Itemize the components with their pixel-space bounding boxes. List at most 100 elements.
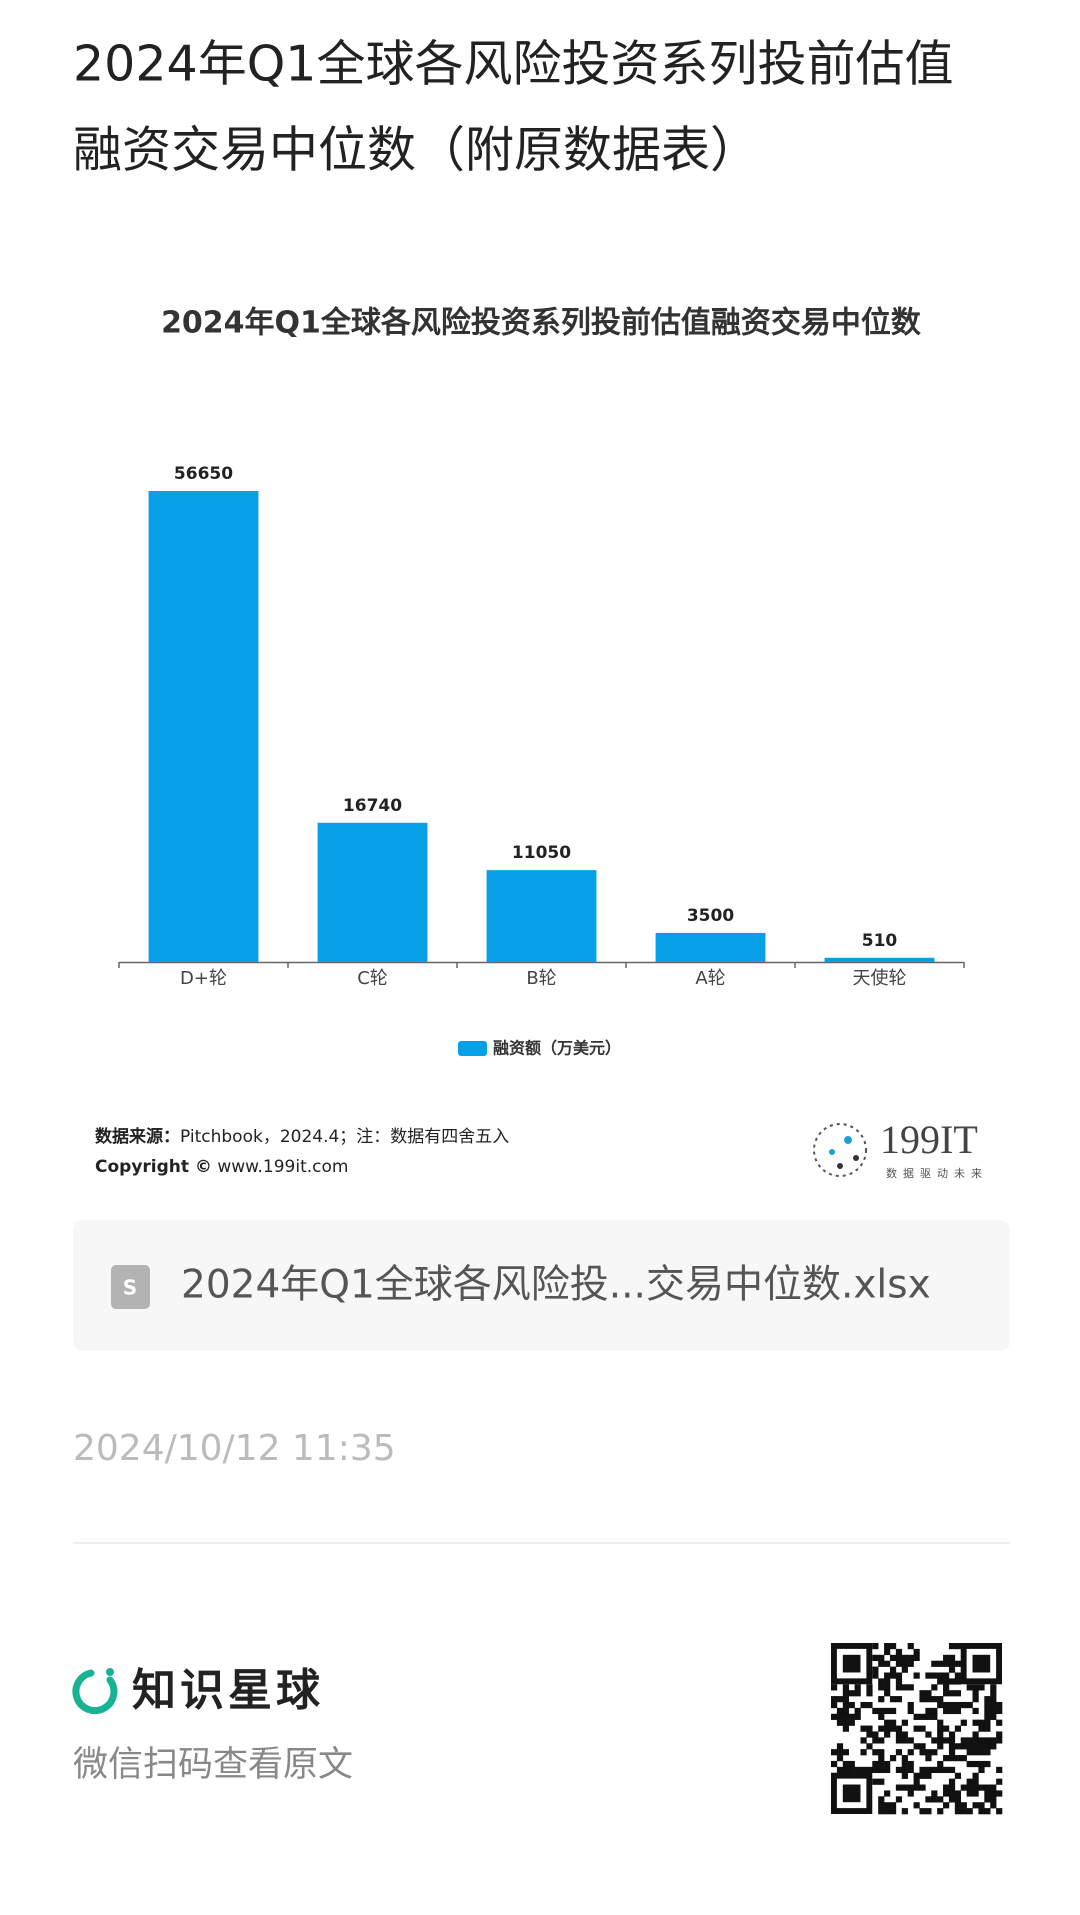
qr-module [948, 1731, 956, 1738]
qr-module [972, 1749, 979, 1756]
qr-module [990, 1790, 997, 1797]
qr-module [878, 1660, 885, 1667]
qr-module [948, 1778, 956, 1785]
qr-module [925, 1690, 932, 1697]
qr-module [972, 1760, 979, 1768]
qr-module [884, 1766, 891, 1774]
logo-name: 199IT [880, 1117, 978, 1162]
qr-module [889, 1672, 897, 1679]
logo-icon [813, 1123, 867, 1177]
qr-module [878, 1707, 885, 1715]
qr-module [960, 1737, 967, 1744]
qr-module [972, 1737, 979, 1744]
qr-module [884, 1760, 891, 1768]
qr-module [889, 1654, 897, 1661]
qr-module [884, 1648, 891, 1656]
qr-module [848, 1690, 855, 1697]
qr-module [884, 1643, 891, 1650]
qr-module [978, 1725, 985, 1732]
qr-module [901, 1760, 908, 1768]
qr-module [925, 1766, 932, 1774]
qr-module [966, 1778, 973, 1785]
qr-finder [831, 1642, 873, 1685]
qr-module [878, 1802, 885, 1809]
qr-module [937, 1719, 944, 1726]
qr-module [972, 1778, 979, 1785]
qr-module [937, 1766, 944, 1774]
qr-module [925, 1731, 932, 1738]
qr-module [907, 1766, 914, 1774]
source-label: 数据来源： [95, 1126, 180, 1147]
qr-module [860, 1766, 867, 1774]
qr-module [884, 1672, 891, 1679]
attachment-card[interactable] [73, 1220, 1010, 1351]
qr-module [848, 1719, 855, 1726]
qr-module [848, 1760, 855, 1768]
source-text: Pitchbook，2024.4；注：数据有四舍五入 [180, 1127, 509, 1147]
qr-module [831, 1701, 838, 1709]
qr-module [872, 1766, 879, 1774]
brand: 知识星球 [132, 1665, 324, 1716]
qr-module [889, 1802, 897, 1809]
x-tick-label: D+轮 [180, 968, 227, 989]
qr-module [884, 1725, 891, 1732]
title: 2024年Q1全球各风险投资系列投前估值 [73, 36, 953, 93]
qr-module [943, 1755, 950, 1762]
qr-module [972, 1772, 979, 1779]
qr-module [878, 1684, 885, 1691]
qr-module [990, 1690, 997, 1697]
qr-module [990, 1743, 997, 1750]
qr-module [878, 1749, 885, 1756]
brand-icon [72, 1669, 118, 1715]
qr-module [954, 1755, 962, 1762]
qr-module [907, 1701, 914, 1709]
qr-module [919, 1808, 926, 1815]
qr-module [895, 1654, 903, 1661]
qr-module [872, 1749, 879, 1756]
qr-module [978, 1784, 985, 1791]
qr-module [966, 1684, 973, 1691]
qr-module [895, 1660, 903, 1667]
attachment-name[interactable]: 2024年Q1全球各风险投...交易中位数.xlsx [181, 1263, 931, 1308]
qr-module [943, 1701, 950, 1709]
qr-module [878, 1696, 885, 1703]
qr-module [913, 1654, 920, 1661]
qr-module [919, 1784, 926, 1791]
x-tick-label: A轮 [695, 968, 725, 989]
qr-module [884, 1707, 891, 1715]
qr-module [889, 1666, 897, 1673]
qr-module [948, 1707, 956, 1715]
qr-module [842, 1719, 849, 1726]
qr-module [831, 1760, 838, 1768]
qr-module [966, 1790, 973, 1797]
qr-code[interactable] [831, 1642, 1003, 1815]
qr-module [996, 1808, 1003, 1815]
qr-module [966, 1749, 973, 1756]
qr-module [907, 1660, 914, 1667]
qr-module [996, 1731, 1003, 1738]
qr-module [836, 1743, 844, 1750]
legend-swatch [458, 1041, 487, 1056]
qr-module [884, 1808, 891, 1815]
qr-module [990, 1737, 997, 1744]
qr-module [960, 1802, 967, 1809]
qr-module [948, 1660, 956, 1667]
qr-module [948, 1643, 956, 1650]
qr-module [889, 1696, 897, 1703]
qr-module [860, 1749, 867, 1756]
qr-module [948, 1690, 956, 1697]
qr-module [990, 1796, 997, 1803]
qr-module [913, 1784, 920, 1791]
qr-module [872, 1654, 879, 1661]
qr-module [990, 1684, 997, 1691]
qr-module [948, 1743, 956, 1750]
qr-module [919, 1690, 926, 1697]
qr-module [984, 1725, 991, 1732]
qr-module [996, 1707, 1003, 1715]
qr-module [913, 1713, 920, 1720]
qr-module [943, 1654, 950, 1661]
qr-module [948, 1678, 956, 1685]
qr-module [866, 1743, 873, 1750]
qr-module [836, 1766, 844, 1774]
qr-module [907, 1784, 914, 1791]
